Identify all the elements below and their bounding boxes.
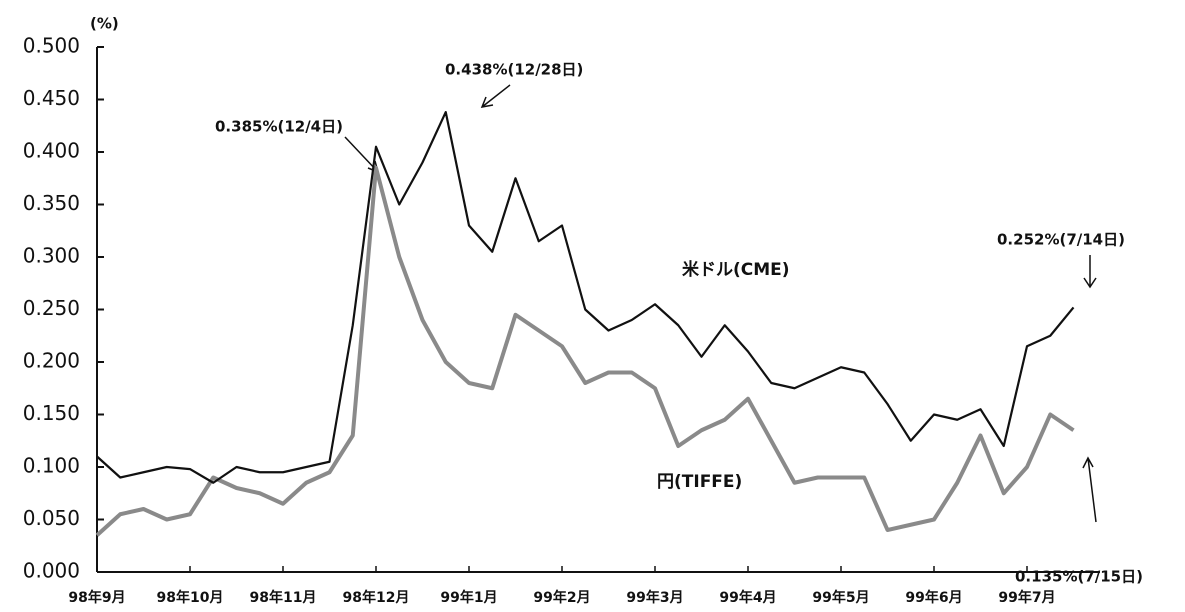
- annotation: 0.252%(7/14日): [997, 231, 1125, 249]
- x-tick-label: 99年1月: [440, 589, 497, 606]
- y-tick-label: 0.000: [23, 559, 80, 583]
- x-tick-label: 99年4月: [719, 589, 776, 606]
- x-tick-label: 98年10月: [157, 589, 224, 606]
- x-tick-label: 99年2月: [533, 589, 590, 606]
- y-tick-label: 0.300: [23, 244, 80, 268]
- annotation-arrow: [1082, 456, 1097, 523]
- x-tick-label: 98年11月: [250, 589, 317, 606]
- series-label: 円(TIFFE): [657, 472, 742, 492]
- x-tick-label: 98年12月: [343, 589, 410, 606]
- y-tick-label: 0.100: [23, 454, 80, 478]
- series-line: [96, 111, 1075, 484]
- series-label: 米ドル(CME): [682, 259, 790, 280]
- y-tick-label: 0.500: [23, 34, 80, 58]
- series-line: [95, 165, 1075, 537]
- y-tick-label: 0.200: [23, 349, 80, 373]
- x-tick-label: 98年9月: [68, 589, 125, 606]
- annotation: 0.438%(12/28日): [445, 61, 583, 79]
- x-tick-label: 99年7月: [998, 589, 1055, 606]
- y-tick-label: 0.050: [23, 506, 80, 530]
- x-tick-label: 99年3月: [626, 589, 683, 606]
- annotation: 0.135%(7/15日): [1015, 568, 1143, 586]
- y-tick-label: 0.350: [23, 191, 80, 215]
- annotation: 0.385%(12/4日): [215, 118, 343, 136]
- y-tick-label: 0.150: [23, 401, 80, 425]
- y-tick-label: 0.450: [23, 86, 80, 110]
- y-unit: (%): [90, 15, 119, 33]
- annotation-arrow: [1083, 255, 1097, 289]
- y-tick-label: 0.400: [23, 139, 80, 163]
- x-tick-label: 99年6月: [905, 589, 962, 606]
- annotation-arrow: [480, 84, 511, 108]
- x-tick-label: 99年5月: [812, 589, 869, 606]
- y-tick-label: 0.250: [23, 296, 80, 320]
